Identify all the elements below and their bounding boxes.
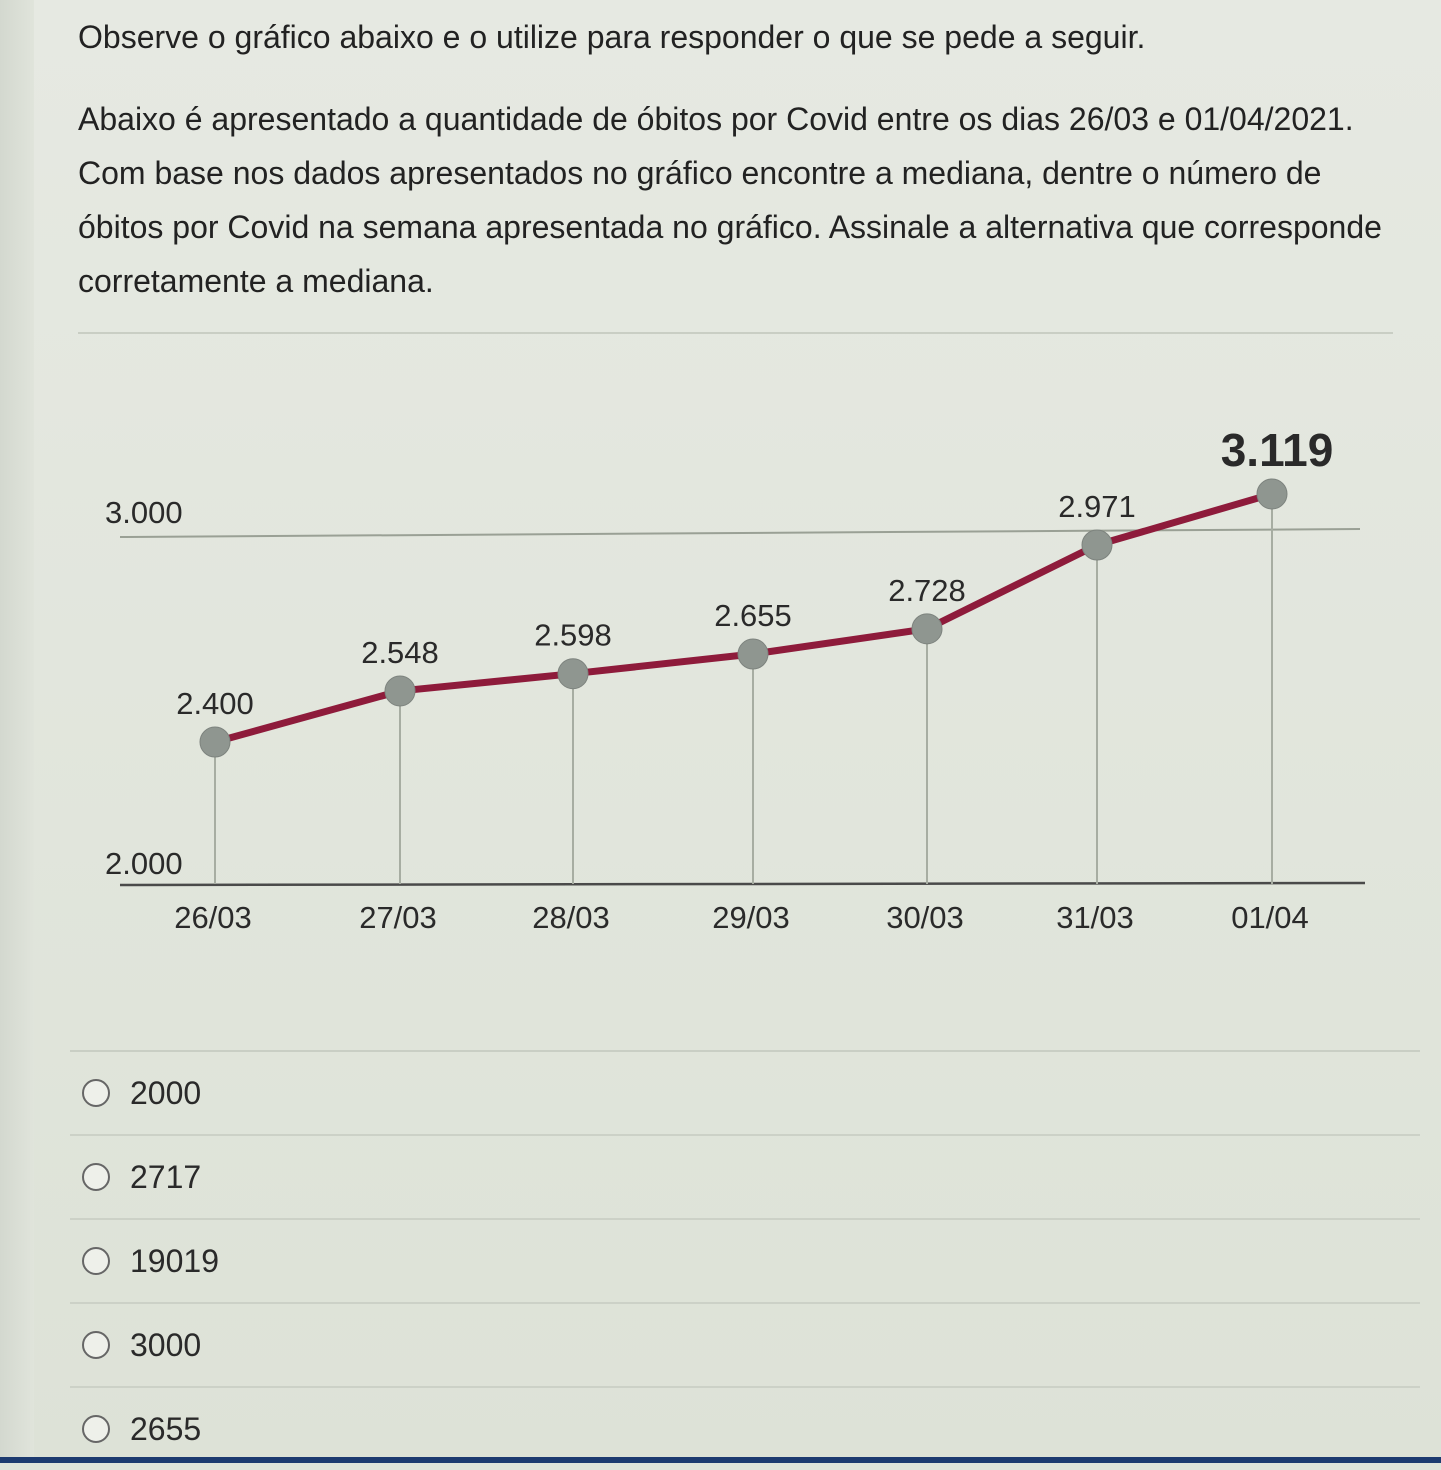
x-tick-label: 26/03 [174,900,252,935]
x-tick-label: 28/03 [532,900,610,935]
options-top-separator [70,1050,1420,1052]
data-label: 2.655 [714,598,792,633]
left-edge [0,0,34,1463]
chart-svg: 2.000 3.000 2.400 2.548 2.598 2.655 2.728 2.971… [105,424,1366,935]
option-label: 2000 [130,1074,202,1111]
option-3[interactable]: 19019 [70,1220,1420,1304]
radio-icon[interactable] [82,1163,110,1191]
option-label: 19019 [130,1242,219,1279]
answer-options: 2000 2717 19019 3000 2655 [70,1052,1420,1470]
option-5[interactable]: 2655 [70,1388,1420,1470]
x-tick-label: 01/04 [1231,900,1309,935]
y-tick-label: 3.000 [105,495,183,530]
data-label: 3.119 [1221,424,1334,476]
radio-icon[interactable] [82,1079,110,1107]
x-tick-label: 31/03 [1056,900,1134,935]
data-point [737,638,769,670]
bottom-bar [0,1457,1441,1463]
chart: 2.000 3.000 2.400 2.548 2.598 2.655 2.728 2.971… [60,360,1390,980]
x-tick-label: 27/03 [359,900,437,935]
data-point [557,658,589,690]
data-point [911,613,943,645]
radio-icon[interactable] [82,1331,110,1359]
data-label: 2.548 [361,635,439,670]
data-label: 2.728 [888,573,966,608]
y-tick-label: 2.000 [105,846,183,881]
option-label: 2717 [130,1158,202,1195]
data-point [1081,529,1113,561]
data-point [384,675,416,707]
question-body: Abaixo é apresentado a quantidade de óbi… [78,101,1382,299]
data-label: 2.400 [176,686,254,721]
question-intro: Observe o gráfico abaixo e o utilize par… [78,19,1146,55]
data-label: 2.598 [534,618,612,653]
chart-top-separator [78,332,1393,334]
option-1[interactable]: 2000 [70,1052,1420,1136]
y-gridline-3000 [119,528,1361,538]
option-label: 2655 [130,1410,202,1447]
question-text: Observe o gráfico abaixo e o utilize par… [78,10,1408,308]
data-point [1256,478,1288,510]
x-tick-label: 30/03 [886,900,964,935]
data-point [199,726,231,758]
data-label: 2.971 [1058,489,1136,524]
option-label: 3000 [130,1326,202,1363]
radio-icon[interactable] [82,1415,110,1443]
x-axis [119,881,1366,887]
x-tick-label: 29/03 [712,900,790,935]
radio-icon[interactable] [82,1247,110,1275]
option-4[interactable]: 3000 [70,1304,1420,1388]
option-2[interactable]: 2717 [70,1136,1420,1220]
